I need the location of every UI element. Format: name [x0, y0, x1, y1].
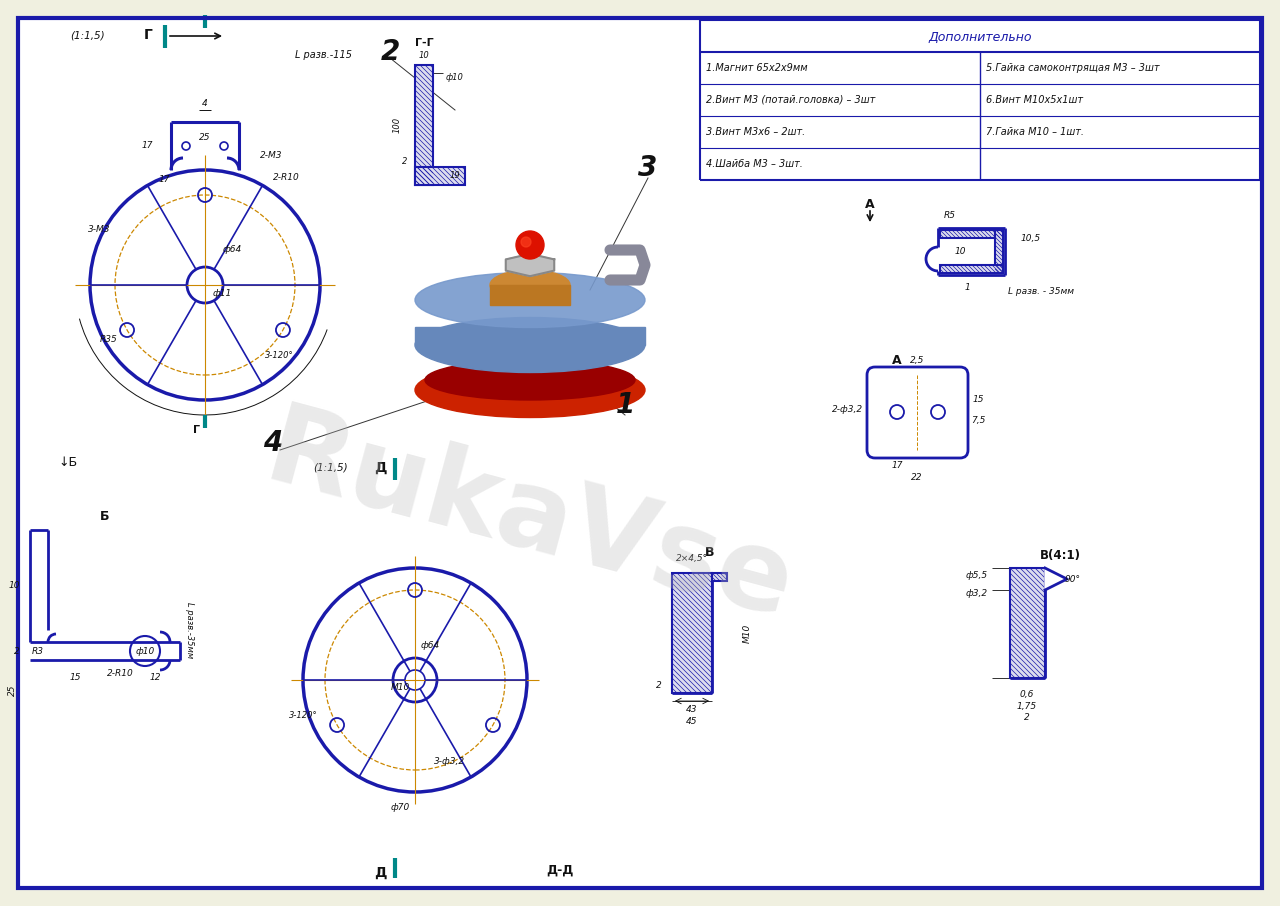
Text: 3.Винт М3х6 – 2шт.: 3.Винт М3х6 – 2шт.: [707, 127, 805, 137]
Text: 1: 1: [616, 391, 635, 419]
Text: ф11: ф11: [212, 288, 232, 297]
Text: 10: 10: [419, 51, 429, 60]
Text: 2.Винт М3 (потай.головка) – 3шт: 2.Винт М3 (потай.головка) – 3шт: [707, 95, 876, 105]
Text: Г: Г: [143, 28, 152, 42]
Text: 2-ф3,2: 2-ф3,2: [832, 406, 863, 415]
Ellipse shape: [425, 360, 635, 400]
Bar: [490, 285, 570, 305]
Polygon shape: [1044, 568, 1068, 590]
Text: 4.Шайба М3 – 3шт.: 4.Шайба М3 – 3шт.: [707, 159, 803, 169]
Text: 4: 4: [202, 100, 207, 109]
Text: 1,75: 1,75: [1016, 701, 1037, 710]
Bar: [1010, 568, 1044, 678]
Text: 3: 3: [639, 154, 658, 182]
Text: 10: 10: [955, 247, 965, 256]
Text: 0,6: 0,6: [1020, 689, 1034, 699]
Text: 1: 1: [964, 284, 970, 293]
Text: 15: 15: [69, 673, 81, 682]
Text: 10: 10: [9, 582, 20, 591]
Text: 43: 43: [686, 705, 698, 714]
Text: RukaVse: RukaVse: [255, 399, 805, 641]
Ellipse shape: [490, 270, 570, 300]
Text: L разв.-115: L разв.-115: [294, 50, 352, 60]
Text: 17: 17: [891, 461, 902, 470]
Text: 90°: 90°: [1065, 574, 1082, 583]
Text: 2: 2: [402, 158, 407, 167]
Text: 22: 22: [911, 474, 923, 483]
Polygon shape: [415, 327, 645, 345]
Text: 5.Гайка самоконтрящая М3 – 3шт: 5.Гайка самоконтрящая М3 – 3шт: [986, 63, 1160, 73]
Text: 17: 17: [142, 141, 154, 150]
Text: 3-ф3,2: 3-ф3,2: [434, 757, 466, 766]
Text: (1:1,5): (1:1,5): [314, 463, 348, 473]
Text: Г-Г: Г-Г: [415, 38, 434, 48]
Text: 3-120°: 3-120°: [265, 351, 293, 360]
Text: 2: 2: [657, 680, 662, 689]
Text: R3: R3: [32, 647, 44, 656]
Text: Д: Д: [374, 866, 387, 880]
Text: 2: 2: [380, 38, 399, 66]
Bar: [712, 573, 727, 581]
Text: R35: R35: [100, 335, 118, 344]
Text: L разв.-35мм: L разв.-35мм: [186, 602, 195, 658]
Text: Д-Д: Д-Д: [547, 863, 573, 876]
Text: В(4:1): В(4:1): [1039, 548, 1080, 562]
Circle shape: [521, 237, 531, 247]
Text: ф64: ф64: [223, 246, 242, 255]
Bar: [672, 573, 712, 693]
Polygon shape: [506, 254, 554, 276]
Text: Б: Б: [100, 509, 110, 523]
Text: Дополнительно: Дополнительно: [928, 31, 1032, 43]
Bar: [940, 230, 1004, 238]
Text: ↓Б: ↓Б: [59, 456, 78, 468]
Text: ф64: ф64: [420, 641, 439, 650]
Text: L разв. - 35мм: L разв. - 35мм: [1009, 286, 1074, 295]
Ellipse shape: [415, 273, 645, 327]
Text: ф3,2: ф3,2: [966, 589, 988, 597]
Text: Д: Д: [374, 461, 387, 475]
Text: 1.Магнит 65х2х9мм: 1.Магнит 65х2х9мм: [707, 63, 808, 73]
Text: 4: 4: [264, 429, 283, 457]
Text: 10,5: 10,5: [1021, 234, 1041, 243]
Text: 15: 15: [973, 396, 984, 404]
Text: А: А: [865, 198, 874, 211]
Text: А: А: [892, 353, 902, 367]
Text: 2: 2: [14, 647, 20, 656]
Bar: [940, 265, 1004, 273]
Text: 19: 19: [449, 171, 461, 180]
Text: 2: 2: [1024, 714, 1030, 722]
Text: 25: 25: [200, 132, 211, 141]
Text: 2-R10: 2-R10: [273, 172, 300, 181]
Bar: [415, 167, 465, 185]
Text: 2,5: 2,5: [910, 356, 924, 365]
Text: M10: M10: [742, 623, 751, 642]
Bar: [415, 65, 433, 185]
Text: 12: 12: [150, 673, 161, 682]
Text: ф70: ф70: [390, 804, 410, 813]
Text: 3-120°: 3-120°: [288, 710, 317, 719]
Text: 6.Винт М10х5х1шт: 6.Винт М10х5х1шт: [986, 95, 1083, 105]
Text: ф5,5: ф5,5: [966, 572, 988, 581]
Text: ф10: ф10: [445, 72, 463, 82]
Text: 2-М3: 2-М3: [260, 150, 283, 159]
Text: 100: 100: [393, 117, 402, 133]
Text: 25: 25: [8, 684, 17, 696]
Text: (1:1,5): (1:1,5): [70, 30, 105, 40]
Ellipse shape: [415, 362, 645, 418]
Text: R5: R5: [945, 211, 956, 220]
Text: ф10: ф10: [136, 647, 155, 656]
Circle shape: [516, 231, 544, 259]
Text: 2-R10: 2-R10: [106, 670, 133, 679]
Text: 7,5: 7,5: [970, 416, 986, 425]
Text: 17: 17: [159, 176, 170, 185]
Text: В: В: [705, 546, 714, 560]
Text: 2×4,5°: 2×4,5°: [676, 554, 708, 564]
Text: 45: 45: [686, 717, 698, 726]
Text: 7.Гайка М10 – 1шт.: 7.Гайка М10 – 1шт.: [986, 127, 1084, 137]
Text: 3-М3: 3-М3: [87, 226, 110, 235]
Ellipse shape: [415, 317, 645, 372]
Text: Г: Г: [193, 425, 201, 435]
Text: М10: М10: [390, 683, 410, 692]
Bar: [995, 230, 1004, 273]
